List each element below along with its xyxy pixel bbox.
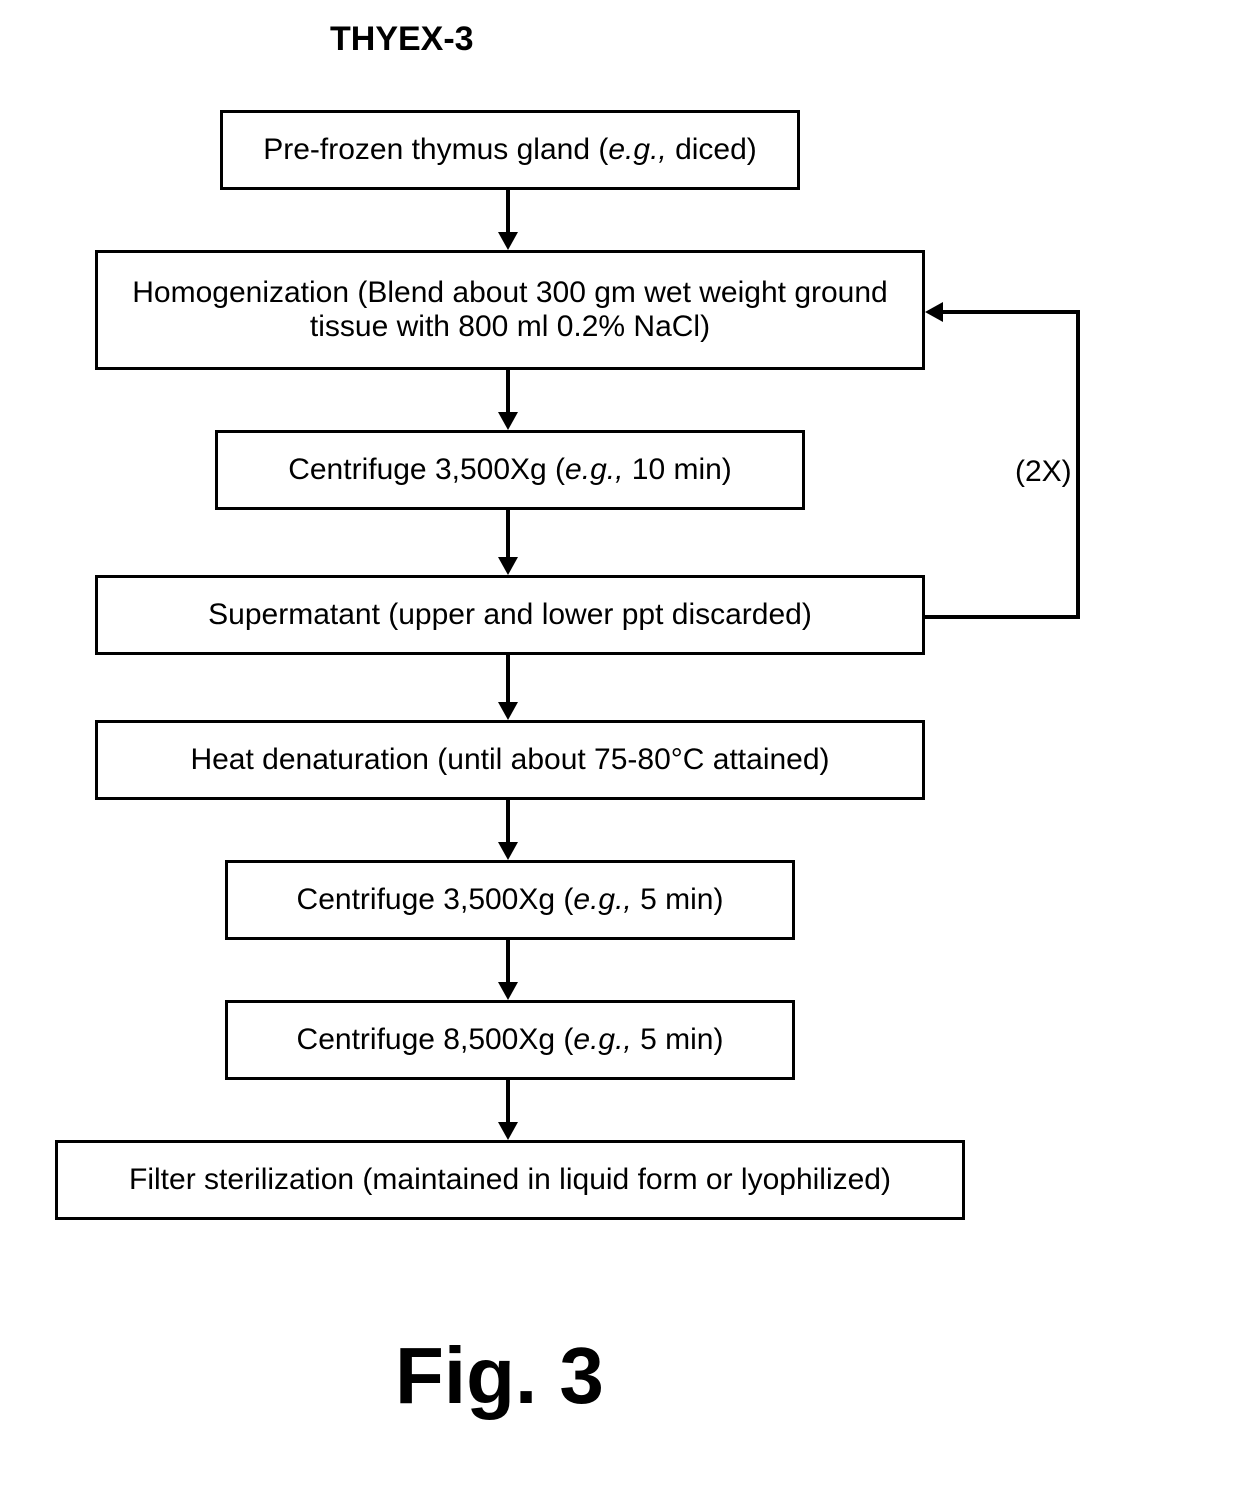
node-label: Pre-frozen thymus gland (e.g., diced)	[263, 133, 757, 167]
arrow-line	[506, 510, 510, 557]
loop-line	[943, 310, 1080, 314]
arrow-head-icon	[498, 982, 518, 1000]
arrow-head-icon	[498, 842, 518, 860]
loop-line	[1076, 310, 1080, 619]
node-label: Centrifuge 3,500Xg (e.g., 5 min)	[297, 883, 724, 917]
node-label: Supermatant (upper and lower ppt discard…	[208, 598, 812, 632]
flowchart-node-step7: Centrifuge 8,500Xg (e.g., 5 min)	[225, 1000, 795, 1080]
arrow-line	[506, 800, 510, 842]
node-label: Homogenization (Blend about 300 gm wet w…	[118, 276, 902, 344]
node-label: Centrifuge 3,500Xg (e.g., 10 min)	[288, 453, 732, 487]
arrow-line	[506, 940, 510, 982]
arrow-line	[506, 1080, 510, 1122]
loop-label: (2X)	[1015, 455, 1072, 489]
loop-arrow-head-icon	[925, 302, 943, 322]
node-label: Filter sterilization (maintained in liqu…	[129, 1163, 891, 1197]
diagram-title: THYEX-3	[330, 20, 474, 59]
node-label: Centrifuge 8,500Xg (e.g., 5 min)	[297, 1023, 724, 1057]
node-label: Heat denaturation (until about 75-80°C a…	[190, 743, 829, 777]
arrow-line	[506, 655, 510, 702]
flowchart-node-step2: Homogenization (Blend about 300 gm wet w…	[95, 250, 925, 370]
flowchart-node-step8: Filter sterilization (maintained in liqu…	[55, 1140, 965, 1220]
arrow-head-icon	[498, 557, 518, 575]
flowchart-node-step1: Pre-frozen thymus gland (e.g., diced)	[220, 110, 800, 190]
figure-label: Fig. 3	[395, 1330, 604, 1422]
flowchart-node-step6: Centrifuge 3,500Xg (e.g., 5 min)	[225, 860, 795, 940]
arrow-head-icon	[498, 232, 518, 250]
loop-line	[925, 615, 1080, 619]
flowchart-node-step3: Centrifuge 3,500Xg (e.g., 10 min)	[215, 430, 805, 510]
flowchart-node-step4: Supermatant (upper and lower ppt discard…	[95, 575, 925, 655]
arrow-head-icon	[498, 702, 518, 720]
arrow-line	[506, 370, 510, 412]
arrow-line	[506, 190, 510, 232]
flowchart-node-step5: Heat denaturation (until about 75-80°C a…	[95, 720, 925, 800]
arrow-head-icon	[498, 412, 518, 430]
arrow-head-icon	[498, 1122, 518, 1140]
